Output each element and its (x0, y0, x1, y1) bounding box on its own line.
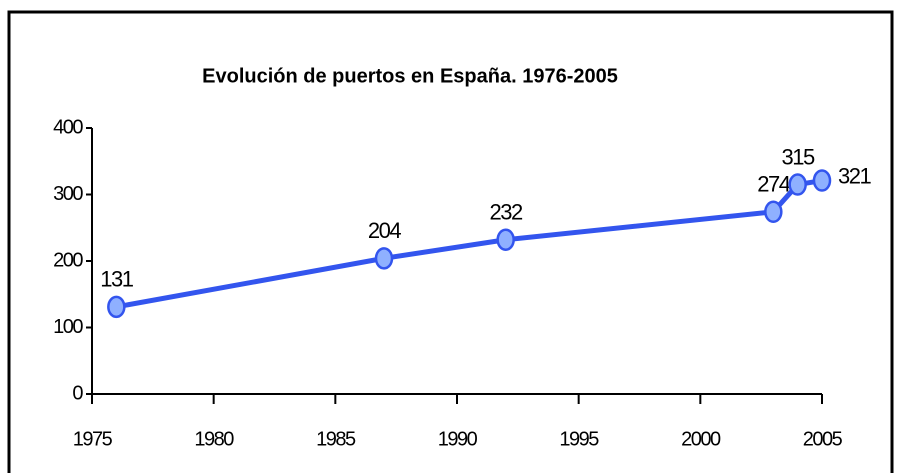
marker (496, 228, 515, 251)
x-tick-label: 2005 (803, 428, 843, 450)
data-label: 131 (100, 267, 133, 292)
x-tick-label: 1995 (559, 428, 599, 450)
data-label: 204 (368, 218, 401, 243)
y-tick-label: 300 (53, 183, 83, 205)
marker (788, 173, 807, 196)
x-tick-label: 1975 (73, 428, 113, 450)
y-tick-label: 200 (53, 249, 83, 271)
x-tick-label: 1980 (194, 428, 234, 450)
marker (107, 295, 126, 319)
x-tick-label: 1985 (316, 428, 356, 450)
x-tick-label: 1990 (438, 428, 478, 450)
y-tick-label: 100 (53, 316, 83, 338)
data-label: 274 (757, 172, 790, 197)
marker (764, 200, 783, 224)
x-tick-label: 2000 (681, 428, 721, 450)
data-label: 232 (490, 200, 523, 225)
marker (812, 169, 832, 192)
data-label: 315 (782, 144, 815, 169)
data-label: 321 (838, 163, 871, 188)
marker (374, 247, 394, 270)
y-tick-label: 0 (72, 382, 83, 404)
chart-frame (7, 10, 894, 473)
chart-title: Evolución de puertos en España. 1976-200… (202, 65, 618, 87)
y-tick-label: 400 (53, 116, 83, 138)
